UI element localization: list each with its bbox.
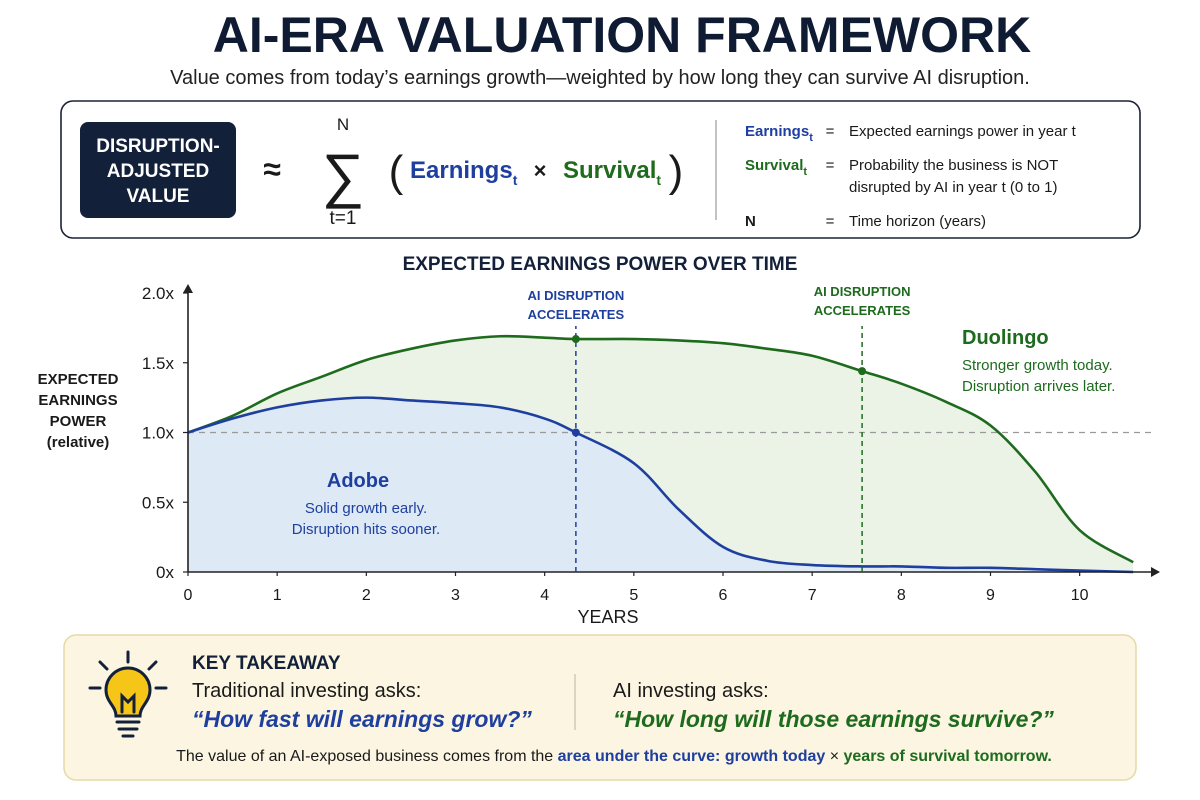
point [571, 428, 580, 437]
x-tick-label: 7 [808, 587, 817, 604]
paren: ( [389, 147, 404, 196]
y-axis-label: POWER [50, 413, 107, 430]
annotation-label: AI DISRUPTION [527, 288, 624, 303]
point [571, 335, 580, 344]
approx: ≈ [263, 151, 281, 187]
series-note: Disruption arrives later. [962, 378, 1115, 395]
area [188, 397, 1134, 572]
annotation-label: AI DISRUPTION [814, 284, 911, 299]
x-tick-label: 5 [629, 587, 638, 604]
value-box [80, 122, 236, 218]
def-text: Expected earnings power in year t [849, 123, 1077, 140]
value-box-line: VALUE [127, 186, 190, 207]
series-label: Adobe [327, 470, 389, 492]
line [187, 334, 1134, 564]
left-quote: “How fast will earnings grow?” [192, 706, 532, 732]
term-earnings: Earningst [410, 157, 518, 188]
value-box-line: ADJUSTED [107, 161, 209, 182]
x-tick-label: 2 [362, 587, 371, 604]
symbol: N [745, 213, 756, 230]
def-text: disrupted by AI in year t (0 to 1) [849, 179, 1057, 196]
footer-part: years of survival tomorrow. [844, 748, 1052, 765]
right-ask: AI investing asks: [613, 680, 769, 702]
footer-part: The value of an AI-exposed business come… [176, 748, 558, 765]
subscript: t [803, 166, 807, 178]
annotation-label: ACCELERATES [528, 307, 625, 322]
series-note: Disruption hits sooner. [292, 521, 440, 538]
sum-lower: t=1 [330, 208, 357, 229]
takeaway-footer: The value of an AI-exposed business come… [176, 748, 1052, 765]
y-axis-arrow [183, 284, 193, 293]
chart-title: EXPECTED EARNINGS POWER OVER TIME [403, 254, 798, 275]
takeaway-heading: KEY TAKEAWAY [192, 653, 341, 674]
title: AI-ERA VALUATION FRAMEWORK [213, 7, 1031, 63]
sum: ∑ [322, 142, 365, 209]
term: Survival [563, 157, 656, 184]
term: Earnings [410, 157, 513, 184]
def-symbol: Survivalt [745, 157, 807, 178]
y-axis-label: EARNINGS [38, 392, 117, 409]
def-eq: = [826, 213, 835, 230]
times: × [534, 158, 547, 183]
footer-part: × [825, 748, 843, 765]
value-box-label: DISRUPTION- ADJUSTED VALUE [96, 136, 220, 207]
y-tick-label: 1.5x [142, 354, 175, 373]
series-label: Duolingo [962, 327, 1049, 349]
x-tick-label: 6 [719, 587, 728, 604]
x-tick-label: 1 [273, 587, 282, 604]
right-quote: “How long will those earnings survive?” [613, 706, 1054, 732]
y-tick-label: 0.5x [142, 493, 175, 512]
value-box-line: DISRUPTION- [96, 136, 220, 157]
subscript: t [656, 172, 661, 188]
def-text: Probability the business is NOT [849, 157, 1058, 174]
y-axis-label: (relative) [47, 434, 110, 451]
y-tick-label: 1.0x [142, 424, 175, 443]
sum-upper: N [337, 115, 349, 134]
paren: ) [669, 147, 684, 196]
x-tick-label: 9 [986, 587, 995, 604]
series-note: Solid growth early. [305, 500, 427, 517]
x-tick-label: 4 [540, 587, 549, 604]
subscript: t [513, 172, 518, 188]
y-tick-label: 0x [156, 563, 174, 582]
x-axis-arrow [1151, 567, 1160, 577]
series-note: Stronger growth today. [962, 357, 1113, 374]
x-tick-label: 3 [451, 587, 460, 604]
point [858, 367, 867, 376]
term-survival: Survivalt [563, 157, 661, 188]
def-text: Time horizon (years) [849, 213, 986, 230]
subscript: t [809, 132, 813, 144]
def-symbol: Earningst [745, 123, 813, 144]
x-tick-label: 8 [897, 587, 906, 604]
takeaway-box [63, 634, 1137, 781]
x-axis-label: YEARS [577, 607, 638, 627]
symbol: Survival [745, 157, 803, 174]
x-tick-label: 10 [1071, 587, 1089, 604]
x-tick-label: 0 [184, 587, 193, 604]
line [187, 396, 1134, 574]
y-axis-label: EXPECTED [38, 371, 119, 388]
def-eq: = [826, 157, 835, 174]
left-ask: Traditional investing asks: [192, 680, 421, 702]
formula-box [60, 100, 1141, 239]
bulb-icon [88, 650, 168, 738]
def-symbol: N [745, 213, 756, 230]
footer-part: area under the curve: growth today [558, 748, 826, 765]
subtitle: Value comes from today’s earnings growth… [170, 67, 1030, 89]
y-tick-label: 2.0x [142, 284, 175, 303]
symbol: Earnings [745, 123, 809, 140]
def-eq: = [826, 123, 835, 140]
annotation-label: ACCELERATES [814, 303, 911, 318]
